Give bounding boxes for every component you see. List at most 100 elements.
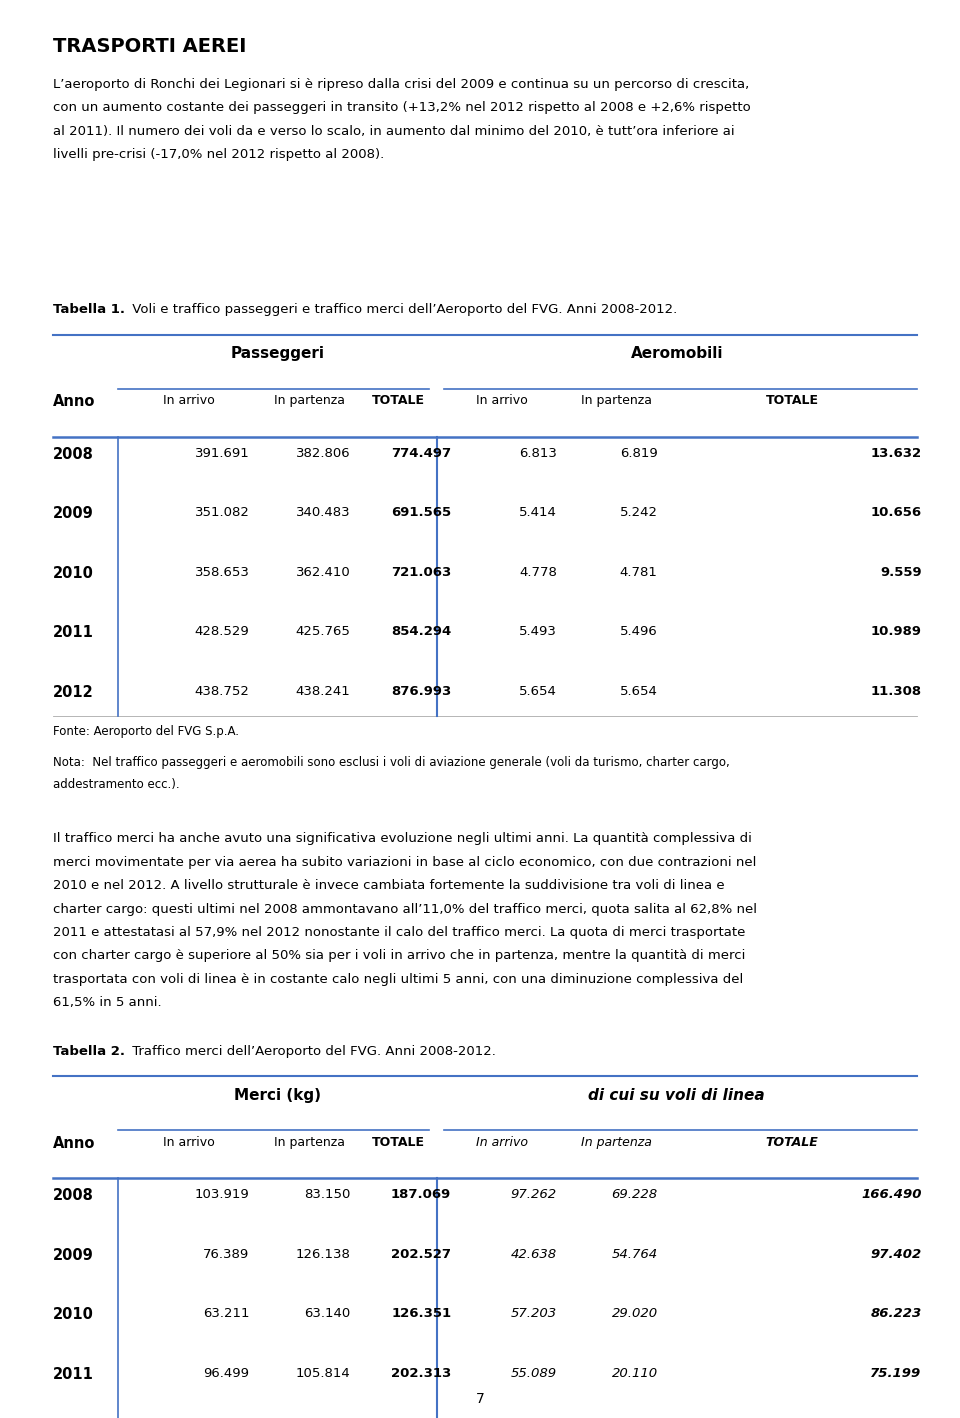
- Text: 10.989: 10.989: [871, 625, 922, 638]
- Text: TRASPORTI AEREI: TRASPORTI AEREI: [53, 37, 246, 55]
- Text: 774.497: 774.497: [391, 447, 451, 459]
- Text: In arrivo: In arrivo: [163, 1136, 214, 1149]
- Text: Merci (kg): Merci (kg): [234, 1088, 321, 1103]
- Text: Aeromobili: Aeromobili: [631, 346, 723, 362]
- Text: 96.499: 96.499: [204, 1367, 250, 1380]
- Text: Nota:  Nel traffico passeggeri e aeromobili sono esclusi i voli di aviazione gen: Nota: Nel traffico passeggeri e aeromobi…: [53, 756, 730, 769]
- Text: 2009: 2009: [53, 506, 93, 522]
- Text: 69.228: 69.228: [612, 1188, 658, 1201]
- Text: Anno: Anno: [53, 394, 95, 410]
- Text: charter cargo: questi ultimi nel 2008 ammontavano all’11,0% del traffico merci, : charter cargo: questi ultimi nel 2008 am…: [53, 903, 756, 916]
- Text: 76.389: 76.389: [204, 1248, 250, 1261]
- Text: con charter cargo è superiore al 50% sia per i voli in arrivo che in partenza, m: con charter cargo è superiore al 50% sia…: [53, 950, 745, 963]
- Text: 57.203: 57.203: [511, 1307, 557, 1320]
- Text: 9.559: 9.559: [880, 566, 922, 579]
- Text: 103.919: 103.919: [195, 1188, 250, 1201]
- Text: 54.764: 54.764: [612, 1248, 658, 1261]
- Text: L’aeroporto di Ronchi dei Legionari si è ripreso dalla crisi del 2009 e continua: L’aeroporto di Ronchi dei Legionari si è…: [53, 78, 749, 91]
- Text: In partenza: In partenza: [275, 394, 345, 407]
- Text: TOTALE: TOTALE: [372, 394, 425, 407]
- Text: In arrivo: In arrivo: [475, 1136, 528, 1149]
- Text: 61,5% in 5 anni.: 61,5% in 5 anni.: [53, 997, 161, 1010]
- Text: 7: 7: [475, 1392, 485, 1407]
- Text: 5.654: 5.654: [519, 685, 557, 698]
- Text: 2011: 2011: [53, 1367, 94, 1383]
- Text: Traffico merci dell’Aeroporto del FVG. Anni 2008-2012.: Traffico merci dell’Aeroporto del FVG. A…: [128, 1045, 495, 1058]
- Text: 438.241: 438.241: [296, 685, 350, 698]
- Text: livelli pre-crisi (-17,0% nel 2012 rispetto al 2008).: livelli pre-crisi (-17,0% nel 2012 rispe…: [53, 147, 384, 162]
- Text: Tabella 1.: Tabella 1.: [53, 303, 125, 316]
- Text: di cui su voli di linea: di cui su voli di linea: [588, 1088, 765, 1103]
- Text: 4.778: 4.778: [519, 566, 557, 579]
- Text: 2010: 2010: [53, 566, 94, 581]
- Text: Tabella 2.: Tabella 2.: [53, 1045, 125, 1058]
- Text: Fonte: Aeroporto del FVG S.p.A.: Fonte: Aeroporto del FVG S.p.A.: [53, 725, 239, 737]
- Text: In partenza: In partenza: [275, 1136, 345, 1149]
- Text: 13.632: 13.632: [871, 447, 922, 459]
- Text: 63.211: 63.211: [204, 1307, 250, 1320]
- Text: 5.496: 5.496: [620, 625, 658, 638]
- Text: 5.242: 5.242: [619, 506, 658, 519]
- Text: 2011 e attestatasi al 57,9% nel 2012 nonostante il calo del traffico merci. La q: 2011 e attestatasi al 57,9% nel 2012 non…: [53, 926, 745, 939]
- Text: 105.814: 105.814: [296, 1367, 350, 1380]
- Text: 126.351: 126.351: [391, 1307, 451, 1320]
- Text: 5.493: 5.493: [519, 625, 557, 638]
- Text: 20.110: 20.110: [612, 1367, 658, 1380]
- Text: 83.150: 83.150: [304, 1188, 350, 1201]
- Text: 438.752: 438.752: [195, 685, 250, 698]
- Text: 11.308: 11.308: [871, 685, 922, 698]
- Text: 2010 e nel 2012. A livello strutturale è invece cambiata fortemente la suddivisi: 2010 e nel 2012. A livello strutturale è…: [53, 879, 725, 892]
- Text: 5.654: 5.654: [620, 685, 658, 698]
- Text: 358.653: 358.653: [195, 566, 250, 579]
- Text: 202.313: 202.313: [391, 1367, 451, 1380]
- Text: 691.565: 691.565: [391, 506, 451, 519]
- Text: 721.063: 721.063: [391, 566, 451, 579]
- Text: 2010: 2010: [53, 1307, 94, 1323]
- Text: trasportata con voli di linea è in costante calo negli ultimi 5 anni, con una di: trasportata con voli di linea è in costa…: [53, 973, 743, 986]
- Text: Il traffico merci ha anche avuto una significativa evoluzione negli ultimi anni.: Il traffico merci ha anche avuto una sig…: [53, 832, 752, 845]
- Text: TOTALE: TOTALE: [372, 1136, 425, 1149]
- Text: TOTALE: TOTALE: [765, 394, 819, 407]
- Text: 362.410: 362.410: [296, 566, 350, 579]
- Text: In arrivo: In arrivo: [163, 394, 214, 407]
- Text: 351.082: 351.082: [195, 506, 250, 519]
- Text: 2008: 2008: [53, 1188, 94, 1204]
- Text: 4.781: 4.781: [620, 566, 658, 579]
- Text: con un aumento costante dei passeggeri in transito (+13,2% nel 2012 rispetto al : con un aumento costante dei passeggeri i…: [53, 102, 751, 115]
- Text: In arrivo: In arrivo: [476, 394, 527, 407]
- Text: 876.993: 876.993: [391, 685, 451, 698]
- Text: 126.138: 126.138: [296, 1248, 350, 1261]
- Text: TOTALE: TOTALE: [766, 1136, 818, 1149]
- Text: 63.140: 63.140: [304, 1307, 350, 1320]
- Text: 5.414: 5.414: [519, 506, 557, 519]
- Text: 2011: 2011: [53, 625, 94, 641]
- Text: Anno: Anno: [53, 1136, 95, 1151]
- Text: Passeggeri: Passeggeri: [230, 346, 324, 362]
- Text: 86.223: 86.223: [871, 1307, 922, 1320]
- Text: merci movimentate per via aerea ha subito variazioni in base al ciclo economico,: merci movimentate per via aerea ha subit…: [53, 856, 756, 869]
- Text: 854.294: 854.294: [391, 625, 451, 638]
- Text: 75.199: 75.199: [871, 1367, 922, 1380]
- Text: 166.490: 166.490: [861, 1188, 922, 1201]
- Text: 2008: 2008: [53, 447, 94, 462]
- Text: 425.765: 425.765: [296, 625, 350, 638]
- Text: al 2011). Il numero dei voli da e verso lo scalo, in aumento dal minimo del 2010: al 2011). Il numero dei voli da e verso …: [53, 125, 734, 138]
- Text: 391.691: 391.691: [195, 447, 250, 459]
- Text: 42.638: 42.638: [511, 1248, 557, 1261]
- Text: In partenza: In partenza: [582, 394, 652, 407]
- Text: Voli e traffico passeggeri e traffico merci dell’Aeroporto del FVG. Anni 2008-20: Voli e traffico passeggeri e traffico me…: [128, 303, 677, 316]
- Text: 428.529: 428.529: [195, 625, 250, 638]
- Text: 2012: 2012: [53, 685, 93, 700]
- Text: 202.527: 202.527: [392, 1248, 451, 1261]
- Text: 382.806: 382.806: [296, 447, 350, 459]
- Text: 10.656: 10.656: [871, 506, 922, 519]
- Text: addestramento ecc.).: addestramento ecc.).: [53, 778, 180, 791]
- Text: 2009: 2009: [53, 1248, 93, 1263]
- Text: 97.402: 97.402: [871, 1248, 922, 1261]
- Text: 6.813: 6.813: [519, 447, 557, 459]
- Text: 29.020: 29.020: [612, 1307, 658, 1320]
- Text: 187.069: 187.069: [391, 1188, 451, 1201]
- Text: 6.819: 6.819: [620, 447, 658, 459]
- Text: 97.262: 97.262: [511, 1188, 557, 1201]
- Text: 55.089: 55.089: [511, 1367, 557, 1380]
